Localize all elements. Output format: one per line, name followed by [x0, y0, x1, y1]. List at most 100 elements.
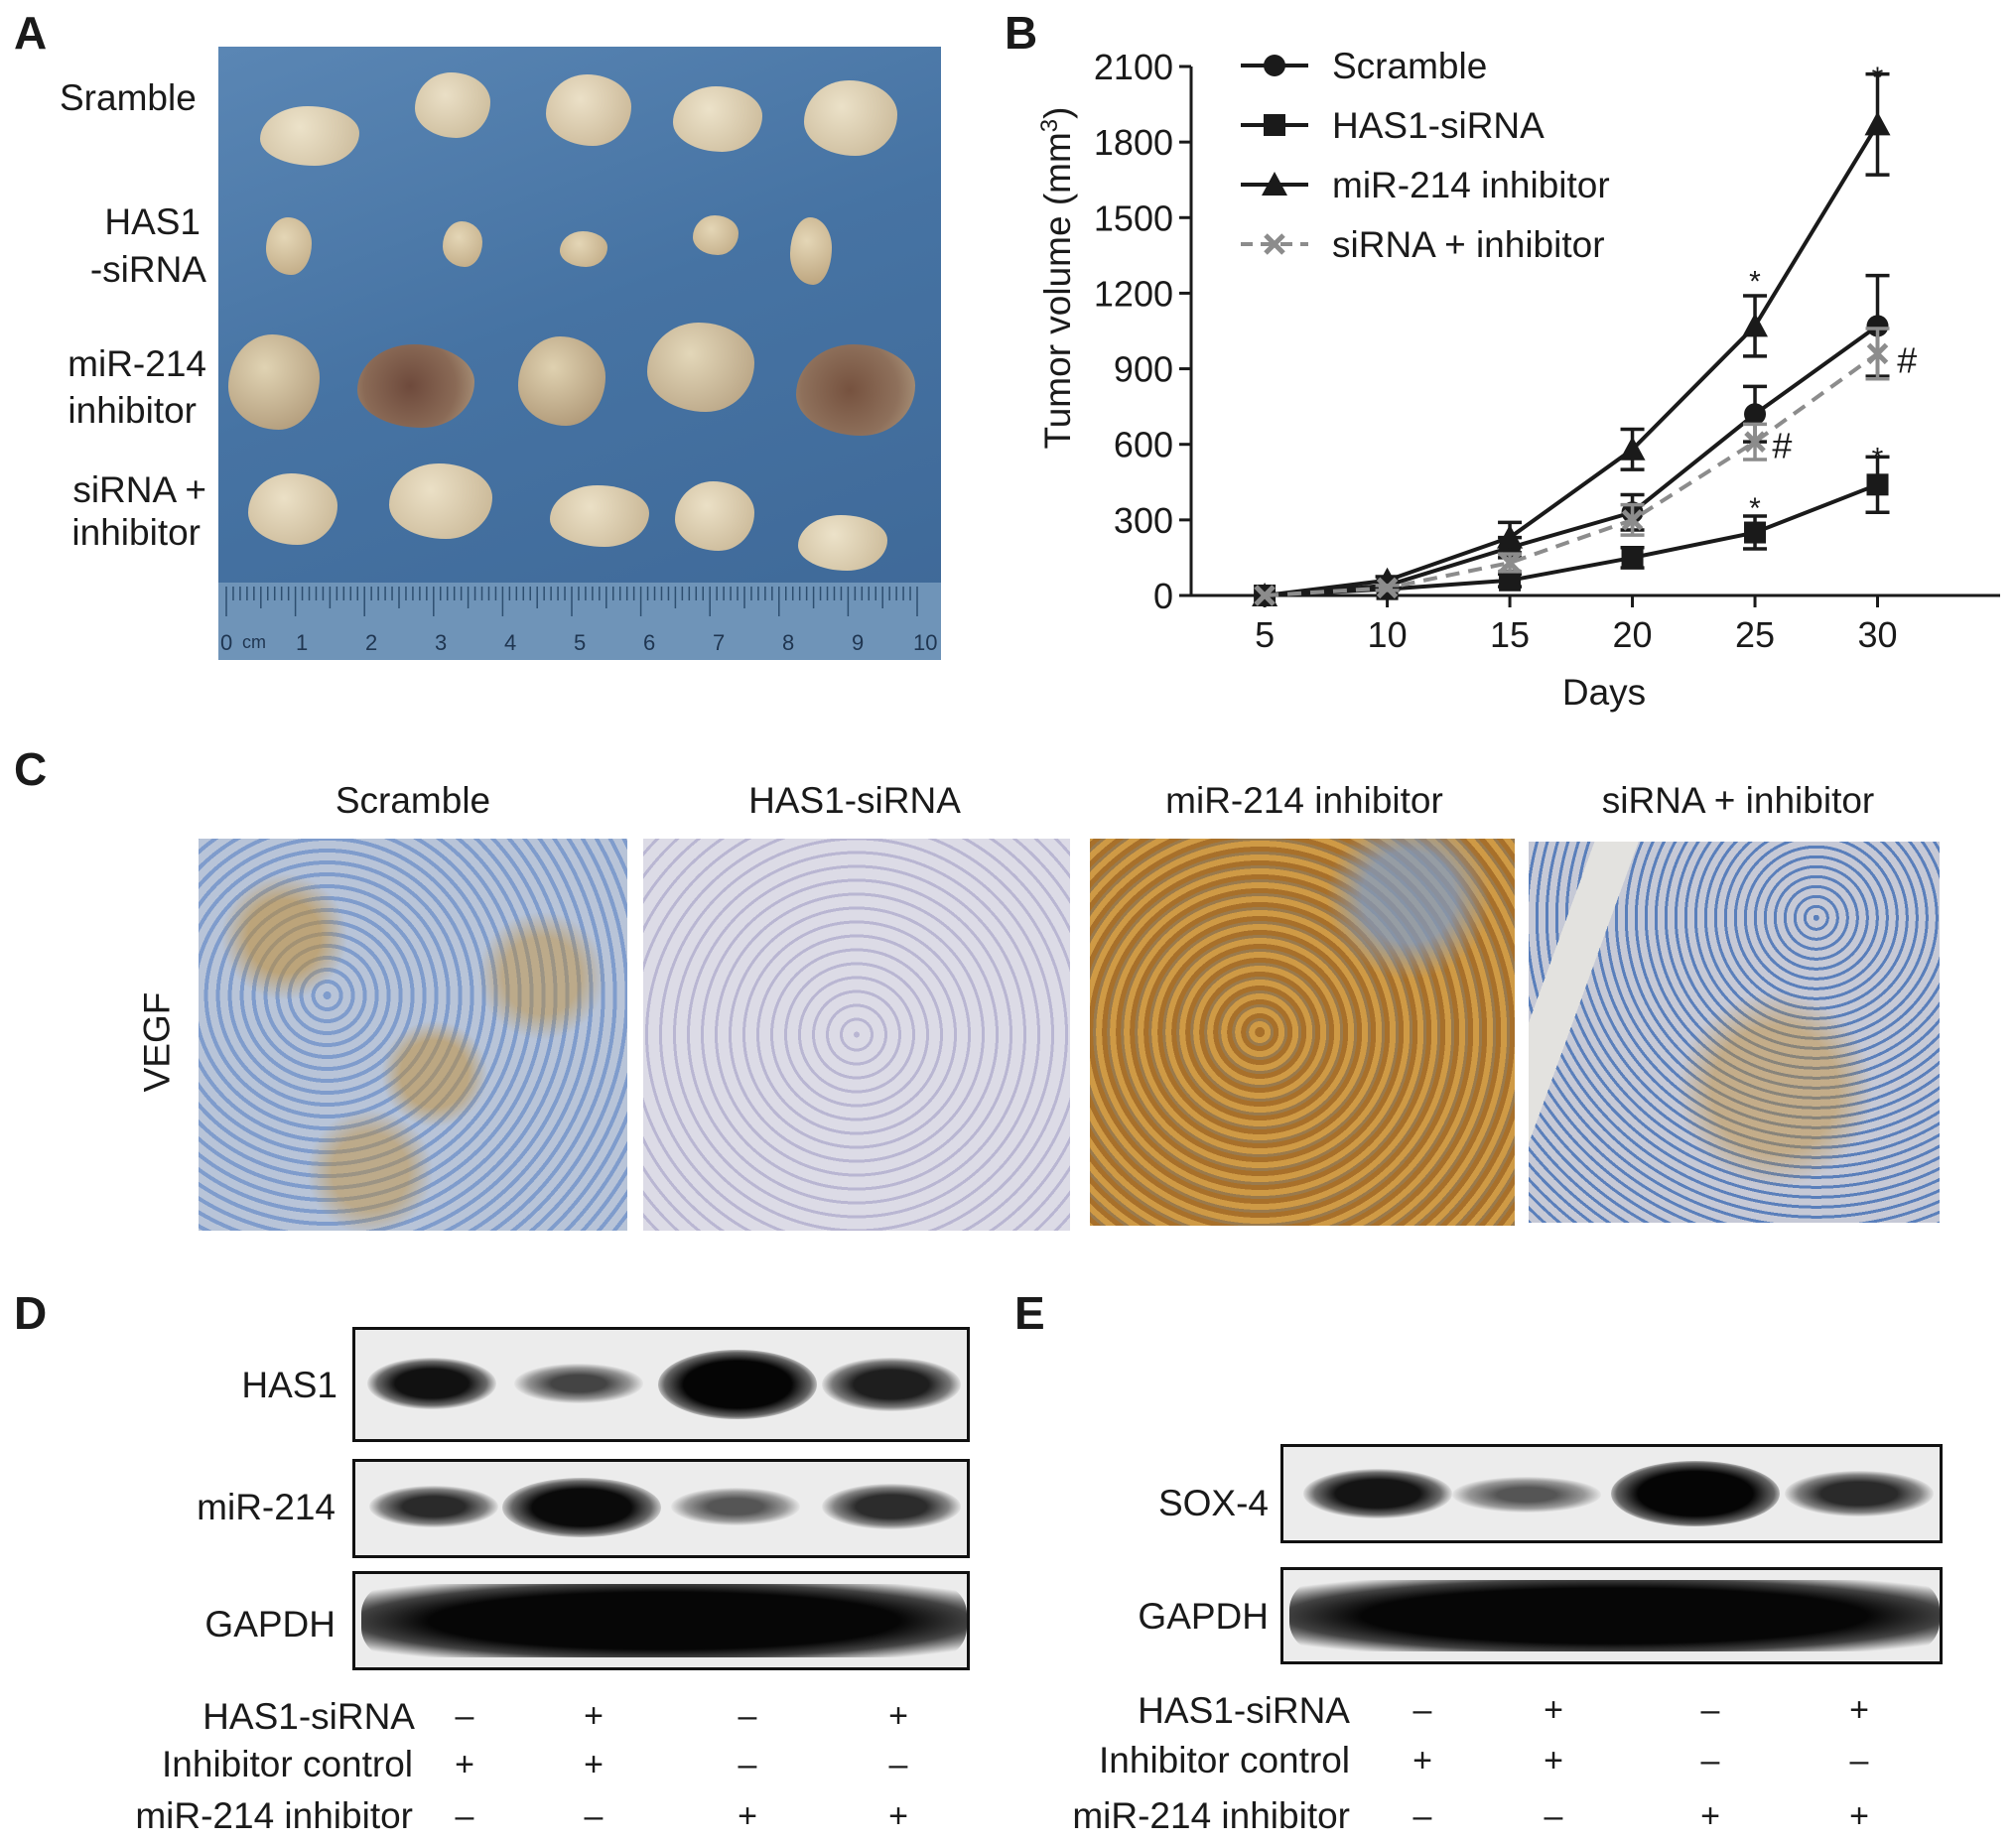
- tumor-photo: cm 0 1 2 3 4 5 6 7 8 9 10: [218, 47, 941, 660]
- row-label-combo-line1: siRNA +: [72, 469, 206, 510]
- blot-label-has1: HAS1: [241, 1365, 337, 1405]
- data-point-x: [1376, 577, 1399, 599]
- sign: –: [1849, 1742, 1869, 1779]
- data-point-x-stroke: [1264, 233, 1285, 255]
- blot-gapdh-e: [1280, 1567, 1943, 1664]
- ruler-label: 7: [713, 630, 726, 655]
- blot-band: [822, 1358, 961, 1411]
- data-point-circle: [1744, 403, 1767, 426]
- condition-label-inhibitor-control-e: Inhibitor control: [1099, 1740, 1350, 1780]
- series-2: [1252, 71, 1891, 606]
- ihc-image-has1-sirna: [643, 839, 1070, 1231]
- x-tick-label: 10: [1368, 614, 1408, 655]
- sign: +: [1544, 1742, 1563, 1779]
- legend-label: miR-214 inhibitor: [1332, 165, 1610, 205]
- y-tick-label: 300: [1114, 500, 1173, 541]
- blot-label-gapdh-e: GAPDH: [1138, 1596, 1269, 1637]
- blot-band: [369, 1486, 498, 1527]
- y-tick-label: 600: [1114, 425, 1173, 465]
- blot-band: [367, 1358, 496, 1409]
- tumor: [560, 231, 607, 267]
- blot-mir214: [352, 1459, 970, 1558]
- blot-band: [1303, 1469, 1452, 1518]
- panel-label-e: E: [1014, 1287, 1045, 1339]
- tumor: [266, 217, 312, 275]
- blot-band: [1611, 1461, 1780, 1526]
- panel-label-b: B: [1005, 7, 1038, 59]
- ruler-label: 9: [852, 630, 865, 655]
- sign: +: [738, 1797, 757, 1835]
- row-label-has1-line1: HAS1: [104, 201, 201, 242]
- blot-label-sox4: SOX-4: [1157, 1483, 1269, 1523]
- sign: –: [455, 1697, 474, 1735]
- data-point-square: [1866, 473, 1889, 496]
- ihc-title-mir214: miR-214 inhibitor: [1165, 780, 1443, 821]
- tumor: [693, 215, 739, 255]
- sign: +: [584, 1746, 604, 1783]
- data-point-x-stroke: [1866, 342, 1889, 365]
- tumor: [550, 485, 649, 547]
- tumor: [415, 72, 490, 138]
- tumor: [675, 481, 754, 551]
- series-line: [1264, 482, 1879, 597]
- y-tick-label: 900: [1114, 349, 1173, 390]
- row-label-combo-line2: inhibitor: [71, 512, 201, 553]
- significance-marker: *: [1872, 442, 1884, 474]
- condition-label-has1-sirna-e: HAS1-siRNA: [1138, 1690, 1350, 1731]
- ruler-label: 0: [220, 630, 233, 655]
- tumor: [518, 336, 605, 426]
- ihc-row-label-vegf: VEGF: [136, 991, 178, 1093]
- data-point-x-stroke: [1621, 509, 1644, 531]
- significance-marker: #: [1772, 426, 1792, 466]
- sign: +: [1544, 1691, 1563, 1729]
- ruler-label: 3: [435, 630, 448, 655]
- x-tick-label: 25: [1735, 614, 1775, 655]
- tumor: [647, 323, 754, 412]
- sign: –: [1412, 1797, 1432, 1835]
- tumor: [790, 217, 832, 285]
- data-point-square: [1499, 569, 1522, 592]
- row-label-mir214-line2: inhibitor: [67, 390, 197, 431]
- sign: –: [738, 1697, 757, 1735]
- series-3: [1254, 327, 1890, 606]
- data-point-triangle: [1497, 524, 1524, 549]
- condition-label-mir214-inhibitor-d: miR-214 inhibitor: [135, 1795, 413, 1836]
- panel-label-a: A: [14, 7, 48, 59]
- data-point-x: [1866, 342, 1889, 365]
- sign: +: [455, 1746, 474, 1783]
- sign: +: [1849, 1797, 1869, 1835]
- ihc-title-has1-sirna: HAS1-siRNA: [748, 780, 961, 821]
- ihc-title-combo: siRNA + inhibitor: [1601, 780, 1875, 821]
- data-point-x: [1254, 585, 1276, 606]
- blot-gapdh-d: [352, 1571, 970, 1670]
- blot-band: [514, 1364, 643, 1403]
- sign: –: [738, 1746, 757, 1783]
- panel-label-d: D: [14, 1287, 48, 1339]
- ruler-label: 6: [643, 630, 656, 655]
- ruler-unit: cm: [242, 632, 266, 652]
- ihc-image-mir214: [1090, 839, 1515, 1226]
- condition-label-mir214-inhibitor-e: miR-214 inhibitor: [1072, 1795, 1350, 1836]
- blot-has1: [352, 1327, 970, 1442]
- tumor: [389, 463, 492, 539]
- sign: +: [584, 1697, 604, 1735]
- data-point-x: [1621, 509, 1644, 531]
- data-point-x-stroke: [1254, 585, 1276, 606]
- ruler-label: 8: [782, 630, 795, 655]
- data-point-square: [1264, 114, 1285, 136]
- data-point-x: [1499, 552, 1521, 574]
- series-0: [1254, 273, 1890, 606]
- y-axis-title: Tumor volume (mm3): [1036, 106, 1079, 449]
- sign: –: [1700, 1691, 1720, 1729]
- blot-band: [658, 1350, 817, 1419]
- ihc-title-scramble: Scramble: [335, 780, 491, 821]
- y-tick-label: 0: [1153, 576, 1173, 616]
- sign: +: [1412, 1742, 1432, 1779]
- sign: –: [584, 1797, 604, 1835]
- data-point-triangle: [1742, 313, 1769, 337]
- sign: –: [1412, 1691, 1432, 1729]
- panel-label-c: C: [14, 743, 48, 795]
- sign: +: [1700, 1797, 1720, 1835]
- data-point-square: [1744, 521, 1767, 544]
- tumor: [443, 221, 482, 267]
